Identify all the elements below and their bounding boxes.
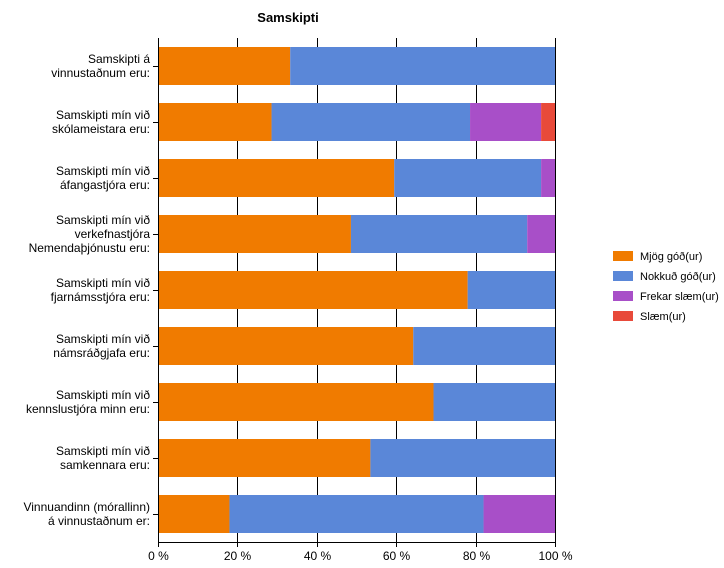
category-label: Samskipti mín við áfangastjóra eru: — [56, 164, 150, 192]
category-label-line: á vinnustaðnum er: — [48, 514, 150, 528]
x-tick-label: 60 % — [383, 549, 411, 563]
bar-segment — [370, 439, 555, 477]
bar-segment — [350, 215, 528, 253]
x-tick-label: 20 % — [224, 549, 252, 563]
category-label-line: fjarnámsstjóra eru: — [51, 290, 150, 304]
category-label-line: Samskipti á — [88, 52, 150, 66]
legend-swatch — [613, 251, 633, 261]
x-tick-label: 80 % — [463, 549, 491, 563]
category-label-line: verkefnastjóra — [75, 227, 151, 241]
category-label-line: kennslustjóra minn eru: — [26, 402, 150, 416]
bar-segment — [158, 327, 414, 365]
bar-segment — [413, 327, 555, 365]
legend-swatch — [613, 311, 633, 321]
category-label-line: Samskipti mín við — [56, 108, 150, 122]
category-label-line: vinnustaðnum eru: — [51, 66, 150, 80]
bar-segment — [470, 103, 542, 141]
legend-label: Mjög góð(ur) — [640, 251, 702, 263]
bar-segment — [158, 383, 434, 421]
bar-segment — [290, 47, 555, 85]
bar-segment — [158, 439, 371, 477]
bar-segment — [271, 103, 471, 141]
x-tick-label: 40 % — [304, 549, 332, 563]
category-label-line: samkennara eru: — [60, 458, 150, 472]
category-label-line: Samskipti mín við — [56, 213, 150, 227]
bar-segment — [229, 495, 484, 533]
category-label-line: Samskipti mín við — [56, 164, 150, 178]
legend-swatch — [613, 271, 633, 281]
x-tick-label: 0 % — [148, 549, 169, 563]
category-label-line: skólameistara eru: — [52, 122, 150, 136]
category-label-line: Vinnuandinn (mórallinn) — [23, 500, 150, 514]
legend-swatch — [613, 291, 633, 301]
bar-segment — [158, 495, 230, 533]
bar-segment — [527, 215, 555, 253]
category-label: Samskipti mín við verkefnastjóra Nemendaþj… — [29, 213, 151, 255]
category-label: Samskipti mín við fjarnámsstjóra eru: — [51, 276, 151, 304]
chart-title: Samskipti — [257, 10, 319, 25]
legend-label: Slæm(ur) — [640, 311, 686, 323]
category-label-line: Samskipti mín við — [56, 388, 150, 402]
bar-segment — [541, 159, 555, 197]
category-label-line: Samskipti mín við — [56, 332, 150, 346]
category-label-line: Nemendaþjónustu eru: — [29, 241, 150, 255]
category-label: Samskipti mín við samkennara eru: — [56, 444, 150, 472]
category-label-line: Samskipti mín við — [56, 444, 150, 458]
category-label-line: Samskipti mín við — [56, 276, 150, 290]
category-label: Samskipti mín við námsráðgjafa eru: — [53, 332, 150, 360]
category-label-line: áfangastjóra eru: — [60, 178, 150, 192]
bar-segment — [158, 159, 395, 197]
bar-segment — [158, 47, 291, 85]
bar-segment — [433, 383, 555, 421]
bar-segment — [158, 215, 351, 253]
legend-label: Frekar slæm(ur) — [640, 291, 719, 303]
bar-segment — [541, 103, 555, 141]
bar-segment — [158, 103, 272, 141]
category-label: Samskipti mín við kennslustjóra minn eru: — [26, 388, 150, 416]
bar-segment — [467, 271, 555, 309]
category-label: Vinnuandinn (mórallinn) á vinnustaðnum er… — [23, 500, 150, 528]
legend-label: Nokkuð góð(ur) — [640, 271, 716, 283]
category-label: Samskipti mín við skólameistara eru: — [52, 108, 150, 136]
bar-segment — [483, 495, 555, 533]
bar-segment — [394, 159, 542, 197]
x-tick-label: 100 % — [538, 549, 572, 563]
bar-segment — [158, 271, 468, 309]
category-label-line: námsráðgjafa eru: — [53, 346, 150, 360]
category-label: Samskipti á vinnustaðnum eru: — [51, 52, 150, 80]
